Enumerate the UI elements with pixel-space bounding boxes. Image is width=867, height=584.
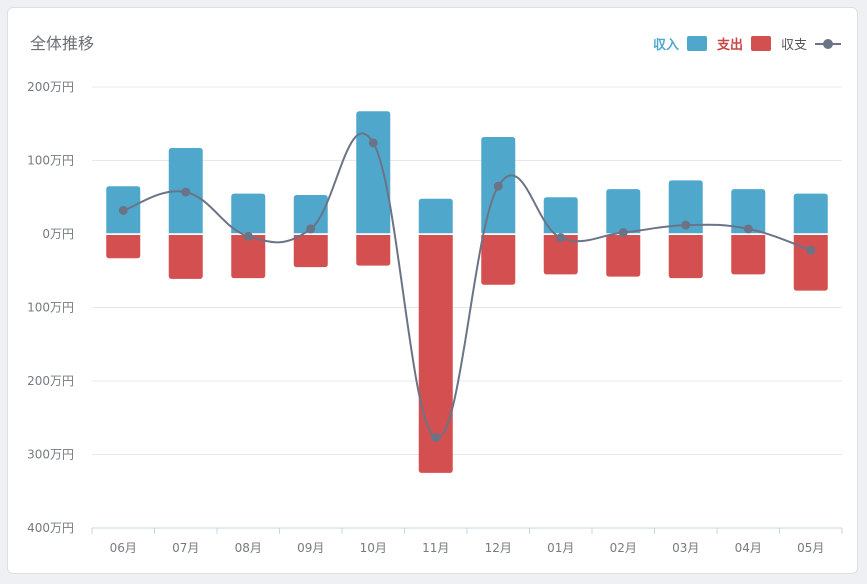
x-tick-label: 01月 [547,541,574,555]
bar-expense [481,235,516,285]
bar-expense [356,235,391,266]
legend-line-balance [815,38,841,50]
bar-expense [168,235,203,279]
y-tick-label: 100万円 [27,154,74,168]
x-tick-label: 11月 [422,541,449,555]
y-tick-label: 200万円 [27,80,74,94]
x-tick-label: 10月 [360,541,387,555]
y-tick-label: 0万円 [42,227,74,241]
x-tick-label: 09月 [297,541,324,555]
legend-label-balance: 収支 [780,38,807,53]
bar-income [793,193,828,234]
balance-point [493,181,503,191]
balance-point [306,224,316,234]
y-tick-label: 100万円 [27,301,74,315]
x-tick-label: 04月 [735,541,762,555]
legend-item-expense[interactable]: 支出 [717,34,771,53]
balance-point [243,231,253,241]
legend-label-expense: 支出 [716,38,743,53]
bar-income [606,189,641,234]
balance-point [743,224,753,234]
y-tick-label: 400万円 [27,521,74,535]
x-tick-label: 03月 [672,541,699,555]
bar-income [668,180,703,234]
balance-point [556,233,566,243]
bar-expense [106,235,141,259]
balance-point [681,220,691,230]
bar-expense [231,235,266,279]
legend-swatch-expense [750,36,771,51]
balance-point [181,187,191,197]
balance-line [122,132,812,439]
legend-item-balance[interactable]: 収支 [781,34,841,53]
chart-title: 全体推移 [30,34,95,53]
bar-income [231,193,266,234]
balance-point [118,205,128,215]
legend-label-income: 収入 [652,38,679,53]
bar-expense [543,235,578,275]
bar-income [731,189,766,234]
bar-expense [418,235,453,473]
bar-expense [668,235,703,279]
legend-swatch-income [686,36,707,51]
bar-expense [293,235,328,268]
x-tick-label: 07月 [172,541,199,555]
chart-legend: 収入 支出 収支 [643,34,841,53]
bar-expense [606,235,641,277]
bar-expense [793,235,828,291]
balance-point [431,433,441,443]
y-tick-label: 200万円 [27,374,74,388]
balance-point [368,138,378,148]
x-tick-label: 08月 [235,541,262,555]
bar-income [418,198,453,234]
balance-point [618,228,628,238]
bar-income [293,195,328,234]
bar-income [543,197,578,234]
x-tick-label: 12月 [485,541,512,555]
legend-item-income[interactable]: 収入 [653,34,707,53]
x-tick-label: 02月 [610,541,637,555]
balance-point [806,245,816,255]
x-tick-label: 06月 [110,541,137,555]
bar-income [356,111,391,234]
bar-expense [731,235,766,275]
x-tick-label: 05月 [797,541,824,555]
y-tick-label: 300万円 [27,448,74,462]
